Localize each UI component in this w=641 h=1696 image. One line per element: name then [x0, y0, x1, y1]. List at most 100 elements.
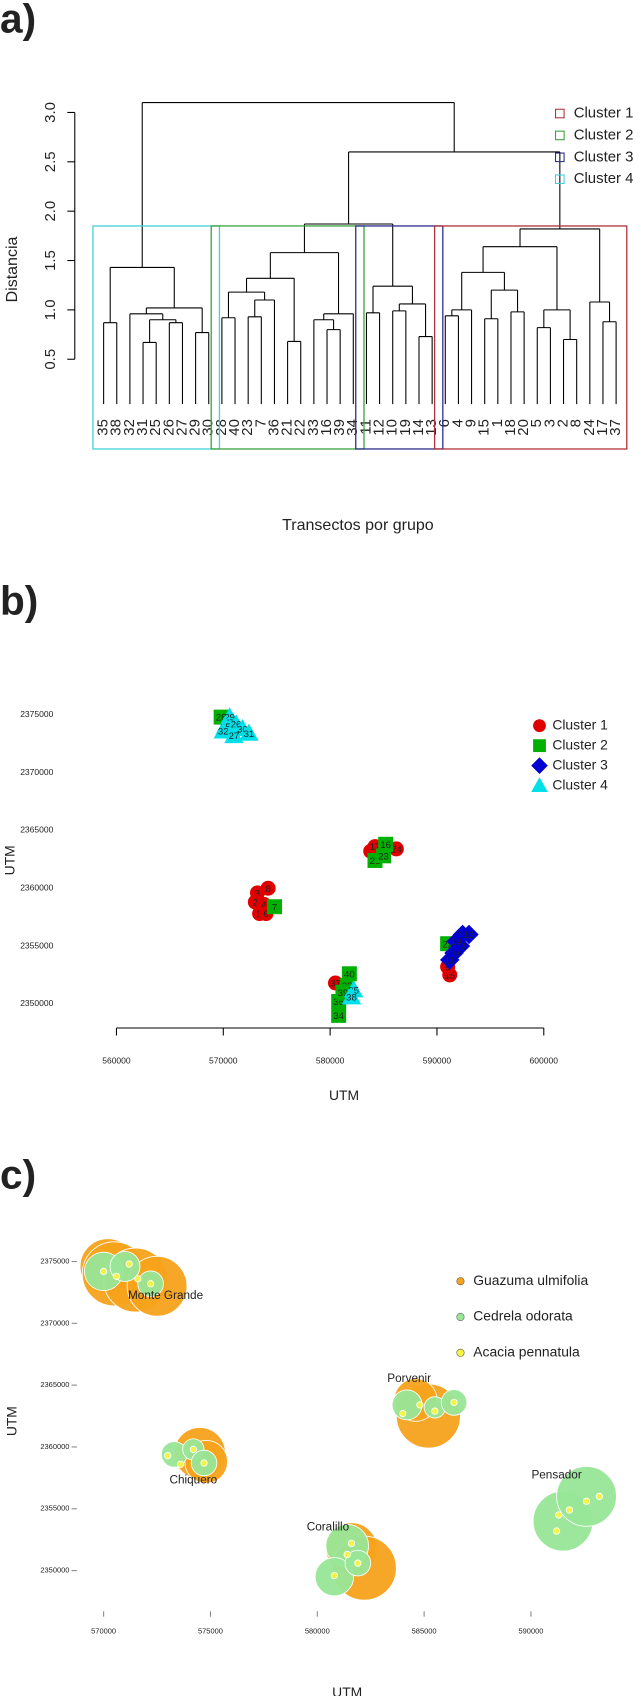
bubble: [164, 1451, 172, 1460]
x-tick-label: 560000: [102, 1055, 131, 1065]
bubble: [343, 1550, 351, 1559]
panel-label: c): [0, 1151, 36, 1197]
point-label: 26: [231, 720, 242, 731]
dendrogram-link: [461, 271, 505, 310]
legend-label: Cluster 1: [552, 716, 608, 732]
legend-label: Cluster 3: [574, 148, 634, 165]
cluster-box: [355, 225, 444, 450]
leaf-label: 34: [344, 419, 361, 436]
point-label: 4: [261, 900, 267, 911]
leaf-label: 10: [384, 419, 401, 436]
legend-label: Cluster 4: [552, 776, 608, 792]
point-label: 19: [451, 937, 462, 948]
dendrogram-link: [490, 289, 519, 319]
y-tick-label: 2350000: [20, 998, 53, 1008]
legend-label: Cluster 1: [574, 104, 634, 121]
x-tick-label: 570000: [209, 1055, 238, 1065]
leaf-label: 24: [581, 419, 598, 436]
leaf-label: 26: [160, 419, 177, 436]
panel-label: b): [0, 578, 38, 624]
dendrogram-link: [372, 285, 413, 313]
bubble: [552, 1527, 561, 1535]
leaf-label: 35: [95, 419, 112, 436]
y-axis-label: UTM: [3, 1406, 19, 1436]
legend-marker: [531, 757, 548, 774]
point-label: 29: [224, 713, 235, 724]
x-tick-label: 585000: [412, 1627, 437, 1636]
bubble: [354, 1559, 362, 1567]
leaf-label: 13: [423, 419, 440, 436]
leaf-label: 16: [318, 419, 335, 436]
y-tick-label: 1.5: [42, 250, 59, 271]
dendrogram-link: [482, 246, 558, 310]
bubble: [176, 1460, 185, 1468]
leaf-label: 18: [502, 419, 519, 436]
point-label: 24: [391, 845, 402, 856]
bubble: [595, 1492, 603, 1501]
dendrogram-link: [254, 299, 275, 405]
dendrogram-link: [484, 318, 499, 405]
point-label: 36: [333, 997, 344, 1008]
x-tick-label: 590000: [423, 1055, 452, 1065]
bubble: [565, 1506, 574, 1514]
bubble: [330, 1571, 339, 1580]
point-label: 17: [370, 842, 381, 853]
point-label: 40: [344, 969, 355, 980]
point-label: 22: [442, 939, 453, 950]
dendrogram-link: [398, 303, 427, 337]
x-tick-label: 590000: [518, 1627, 543, 1636]
point-label: 38: [346, 992, 357, 1003]
leaf-label: 31: [134, 419, 151, 436]
point-label: 12: [455, 942, 466, 953]
legend-marker: [456, 1312, 465, 1322]
leaf-label: 20: [515, 419, 532, 436]
dendrogram-link: [543, 309, 571, 340]
dendrogram-link: [323, 313, 354, 405]
leaf-label: 27: [173, 419, 190, 436]
point-label: 13: [464, 930, 475, 941]
y-tick-label: 2370000: [40, 1318, 69, 1327]
point-label: 6: [263, 909, 268, 920]
point: [213, 721, 234, 739]
dendrogram-link: [103, 322, 118, 405]
dendrogram-link: [418, 335, 433, 405]
bubble: [450, 1398, 458, 1407]
dendrogram-link: [303, 223, 394, 287]
site-label: Chiquero: [170, 1473, 218, 1486]
x-tick-label: 570000: [91, 1627, 116, 1636]
y-axis-label: UTM: [1, 845, 17, 875]
point-label: 32: [218, 727, 229, 738]
point: [224, 725, 244, 744]
leaf-label: 4: [449, 419, 466, 427]
leaf-label: 3: [541, 419, 558, 427]
point-label: 30: [237, 724, 248, 735]
y-tick-label: 2365000: [20, 825, 53, 835]
leaf-label: 8: [568, 419, 585, 427]
y-tick-label: 2370000: [20, 767, 53, 777]
dendrogram-link: [510, 311, 525, 405]
point-label: 27: [229, 731, 240, 742]
y-tick-label: 2375000: [40, 1256, 69, 1265]
cluster-box: [433, 225, 628, 450]
dendrogram-link: [269, 252, 340, 314]
y-tick-label: 3.0: [42, 102, 59, 123]
dendrogram-link: [142, 341, 157, 405]
leaf-label: 30: [200, 419, 217, 436]
legend-label: Acacia pennatula: [473, 1343, 580, 1359]
legend-marker: [456, 1348, 465, 1357]
bubble: [416, 1401, 424, 1409]
point: [260, 880, 276, 896]
leaf-label: 22: [292, 419, 309, 436]
point-label: 16: [380, 840, 391, 851]
bubble: [147, 1280, 155, 1288]
leaf-label: 12: [371, 419, 388, 436]
leaf-label: 1: [489, 419, 506, 427]
point: [331, 1007, 347, 1023]
y-tick-label: 2360000: [40, 1442, 69, 1451]
bubble: [582, 1497, 591, 1505]
y-tick-label: 2.0: [42, 201, 59, 222]
point-label: 23: [378, 851, 389, 862]
dendrogram-link: [365, 312, 381, 405]
x-axis-label: UTM: [329, 1087, 359, 1103]
